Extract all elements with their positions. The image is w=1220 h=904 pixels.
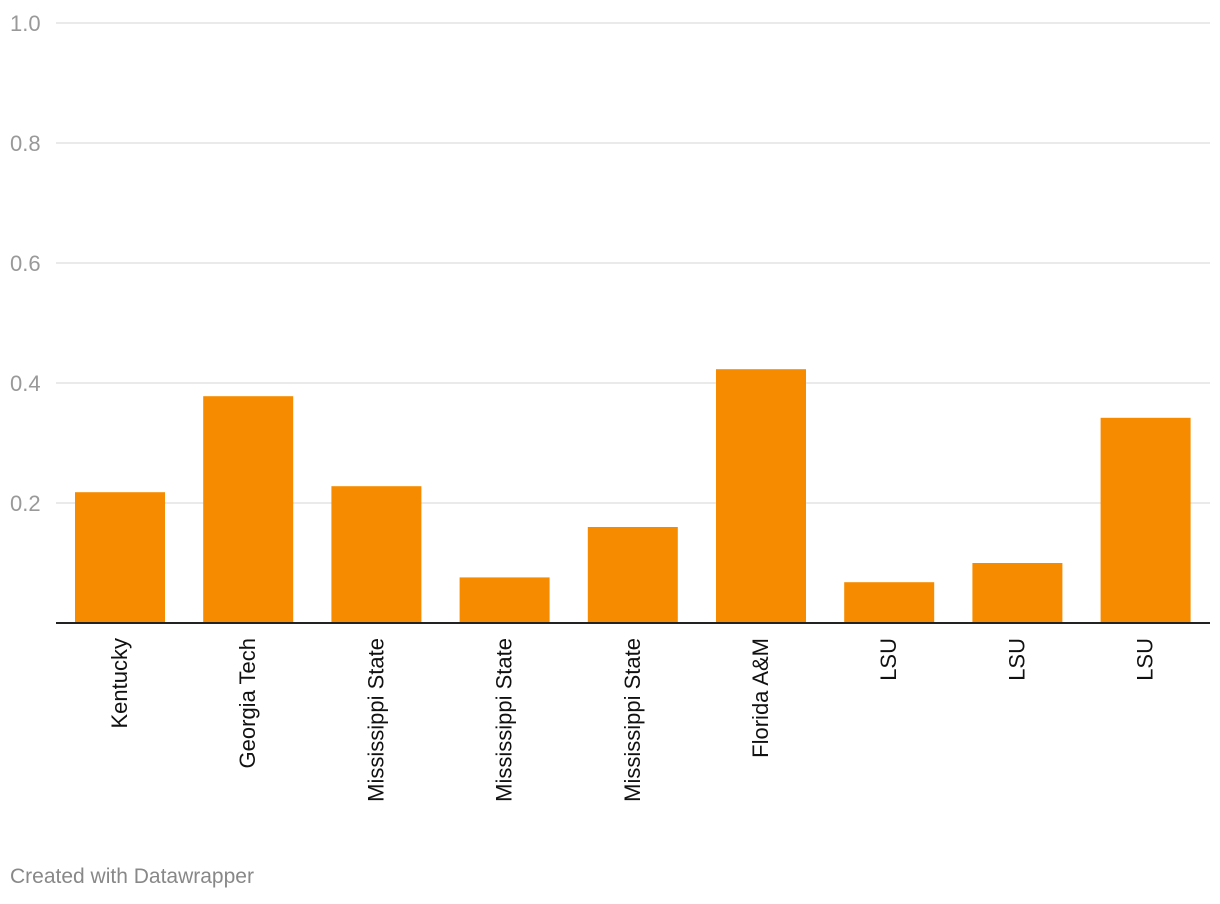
x-category-label: Mississippi State (363, 638, 388, 802)
y-tick-label: 1.0 (10, 11, 41, 36)
bar (1100, 417, 1191, 623)
bar (716, 369, 806, 623)
bar (844, 582, 935, 623)
x-category-label: Kentucky (107, 638, 132, 729)
x-category-label: Georgia Tech (235, 638, 260, 768)
y-tick-label: 0.8 (10, 131, 41, 156)
x-category-label: LSU (1133, 638, 1158, 681)
bars (75, 369, 1191, 623)
chart-credit: Created with Datawrapper (10, 865, 254, 888)
bar (587, 527, 678, 623)
y-tick-label: 0.2 (10, 491, 41, 516)
bar (331, 486, 422, 623)
category-labels: Kentucky Georgia Tech Mississippi State Mis… (107, 638, 1158, 802)
x-category-label: Mississippi State (492, 638, 517, 802)
x-category-label: LSU (1004, 638, 1029, 681)
y-tick-label: 0.4 (10, 371, 41, 396)
bar (75, 492, 165, 623)
gridlines: 1.0 0.8 0.6 0.4 0.2 (10, 11, 1210, 516)
y-tick-label: 0.6 (10, 251, 41, 276)
x-category-label: LSU (876, 638, 901, 681)
x-category-label: Florida A&M (748, 638, 773, 758)
x-category-label: Mississippi State (620, 638, 645, 802)
bar (972, 563, 1063, 623)
bar (459, 577, 550, 623)
bar (203, 396, 294, 623)
